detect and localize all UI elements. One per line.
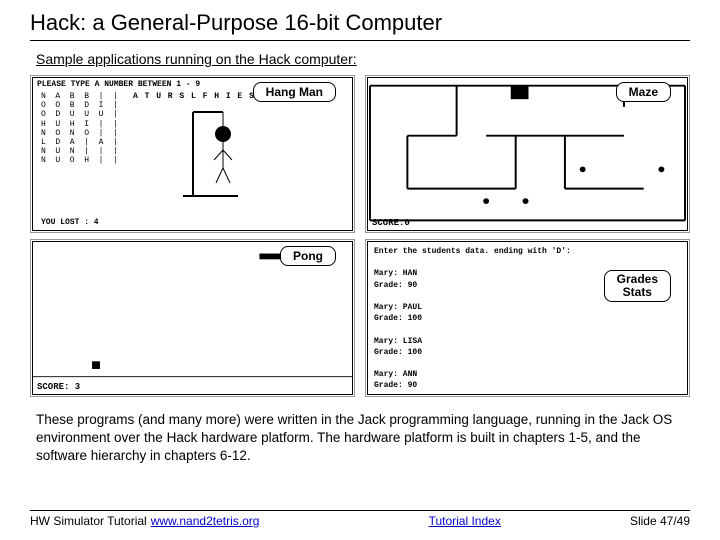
caption-text: These programs (and many more) were writ… xyxy=(36,411,684,466)
footer-left: HW Simulator Tutorial www.nand2tetris.or… xyxy=(30,514,259,528)
panel-inner: Enter the students data. ending with 'D'… xyxy=(367,241,688,395)
tag-hangman: Hang Man xyxy=(253,82,336,102)
tag-maze: Maze xyxy=(616,82,671,102)
pong-score: SCORE: 3 xyxy=(37,382,80,392)
grades-output: Enter the students data. ending with 'D'… xyxy=(374,246,576,397)
tag-pong: Pong xyxy=(280,246,336,266)
panel-hangman: PLEASE TYPE A NUMBER BETWEEN 1 - 9 N A B… xyxy=(30,75,355,233)
footer: HW Simulator Tutorial www.nand2tetris.or… xyxy=(30,510,690,528)
hangman-letters: N A B B | | O O B D I | O D U U U | H U … xyxy=(41,92,118,166)
panel-maze: SCORE:0 Maze xyxy=(365,75,690,233)
tag-grades: Grades Stats xyxy=(604,270,671,302)
hangman-gallows xyxy=(178,108,258,198)
hangman-prompt: PLEASE TYPE A NUMBER BETWEEN 1 - 9 xyxy=(37,80,200,89)
maze-score: SCORE:0 xyxy=(372,218,410,228)
hangman-status: YOU LOST : 4 xyxy=(41,218,99,227)
samples-grid: PLEASE TYPE A NUMBER BETWEEN 1 - 9 N A B… xyxy=(30,75,690,397)
footer-slide-number: Slide 47/49 xyxy=(630,514,690,528)
footer-link[interactable]: www.nand2tetris.org xyxy=(151,514,260,528)
page-title: Hack: a General-Purpose 16-bit Computer xyxy=(30,10,690,41)
panel-grades: Enter the students data. ending with 'D'… xyxy=(365,239,690,397)
hangman-word: A T U R S L F H I E S xyxy=(133,92,255,101)
footer-left-text: HW Simulator Tutorial xyxy=(30,514,147,528)
panel-pong: SCORE: 3 Pong xyxy=(30,239,355,397)
subtitle: Sample applications running on the Hack … xyxy=(36,51,690,67)
footer-tutorial-index[interactable]: Tutorial Index xyxy=(429,514,501,528)
